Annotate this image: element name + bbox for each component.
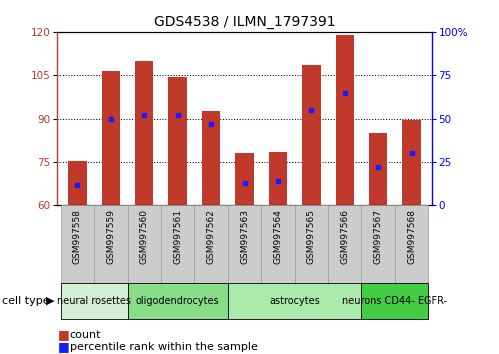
Bar xyxy=(236,153,253,205)
Bar xyxy=(369,133,387,205)
Bar xyxy=(61,283,128,319)
Bar xyxy=(328,205,361,283)
Bar xyxy=(228,205,261,283)
Text: astrocytes: astrocytes xyxy=(269,296,320,306)
Text: percentile rank within the sample: percentile rank within the sample xyxy=(70,342,258,352)
Text: neurons CD44- EGFR-: neurons CD44- EGFR- xyxy=(342,296,448,306)
Bar xyxy=(202,112,220,205)
Text: ■: ■ xyxy=(57,341,69,353)
Bar xyxy=(261,205,294,283)
Text: GSM997568: GSM997568 xyxy=(407,209,416,264)
Bar xyxy=(68,160,87,205)
Text: count: count xyxy=(70,330,101,339)
Text: ■: ■ xyxy=(57,328,69,341)
Text: oligodendrocytes: oligodendrocytes xyxy=(136,296,220,306)
Text: neural rosettes: neural rosettes xyxy=(57,296,131,306)
Text: GSM997564: GSM997564 xyxy=(273,209,282,264)
Text: cell type: cell type xyxy=(2,296,50,306)
Text: GSM997567: GSM997567 xyxy=(374,209,383,264)
Bar xyxy=(402,120,421,205)
Bar xyxy=(128,283,228,319)
Bar xyxy=(195,205,228,283)
Text: GSM997558: GSM997558 xyxy=(73,209,82,264)
Text: GSM997565: GSM997565 xyxy=(307,209,316,264)
Bar xyxy=(294,205,328,283)
Bar xyxy=(135,61,154,205)
Bar xyxy=(361,283,428,319)
Text: GSM997561: GSM997561 xyxy=(173,209,182,264)
Bar xyxy=(395,205,428,283)
Bar xyxy=(102,71,120,205)
Bar xyxy=(169,77,187,205)
Bar xyxy=(161,205,195,283)
Bar xyxy=(128,205,161,283)
Text: ▶: ▶ xyxy=(45,296,54,306)
Text: GSM997559: GSM997559 xyxy=(106,209,115,264)
Text: GSM997566: GSM997566 xyxy=(340,209,349,264)
Bar xyxy=(361,205,395,283)
Text: GSM997560: GSM997560 xyxy=(140,209,149,264)
Text: GSM997562: GSM997562 xyxy=(207,209,216,264)
Bar xyxy=(94,205,128,283)
Bar xyxy=(335,35,354,205)
Bar xyxy=(61,205,94,283)
Bar xyxy=(302,65,320,205)
Bar xyxy=(269,152,287,205)
Text: GSM997563: GSM997563 xyxy=(240,209,249,264)
Bar xyxy=(228,283,361,319)
Title: GDS4538 / ILMN_1797391: GDS4538 / ILMN_1797391 xyxy=(154,16,335,29)
